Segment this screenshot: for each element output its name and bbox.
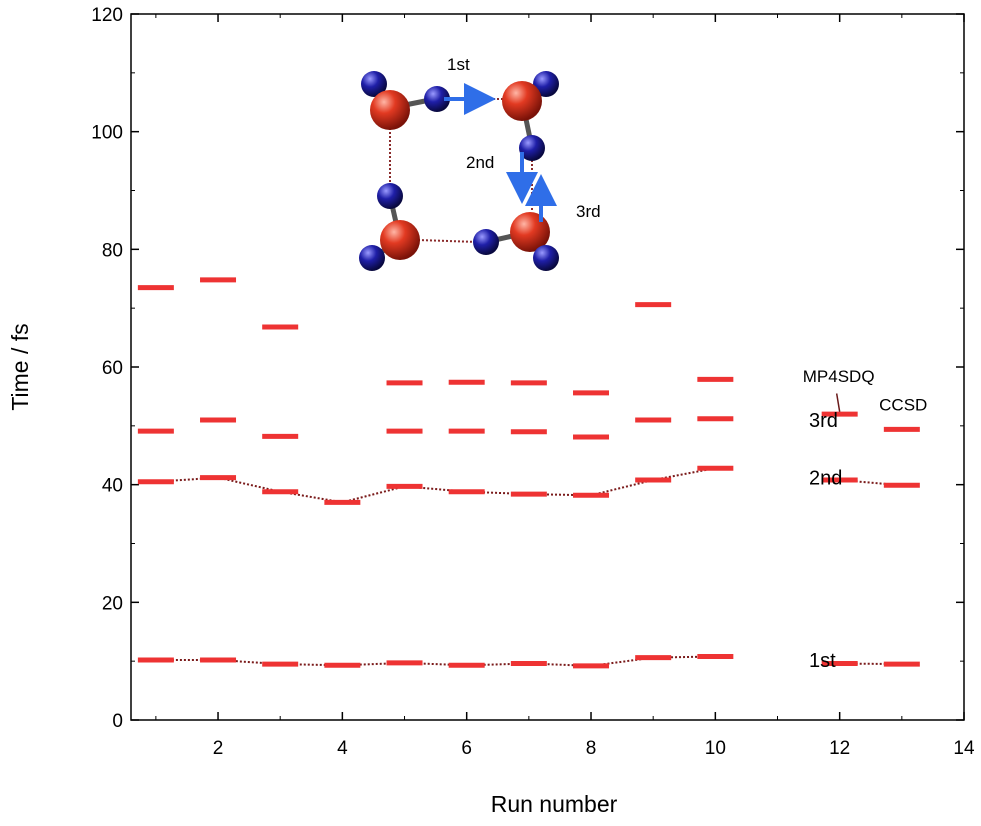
- hydrogen-atom: [359, 245, 385, 271]
- annotation-label: 1st: [809, 650, 836, 672]
- connector-lines: [155, 467, 902, 667]
- hydrogen-atom: [424, 86, 450, 112]
- y-tick-label: 80: [102, 240, 123, 261]
- y-axis-title: Time / fs: [7, 323, 33, 410]
- x-tick-label: 10: [705, 738, 726, 759]
- mp4sdq-leader-line: [835, 393, 841, 412]
- hydrogen-atom: [533, 71, 559, 97]
- x-axis-title: Run number: [491, 791, 618, 817]
- hydrogen-atom: [473, 229, 499, 255]
- inset-label-3rd: 3rd: [576, 202, 601, 221]
- connector-line: [155, 467, 716, 504]
- y-tick-label: 120: [91, 5, 123, 26]
- x-tick-label: 8: [586, 738, 597, 759]
- y-tick-label: 40: [102, 476, 123, 497]
- x-tick-label: 14: [953, 738, 975, 759]
- x-tick-label: 2: [213, 738, 224, 759]
- oxygen-atom: [370, 90, 410, 130]
- axes: 0 20 40 60 80 100 120 2 4 6 8 10 12 14: [91, 5, 975, 759]
- annotation-label: 2nd: [809, 468, 842, 490]
- annotation-label: CCSD: [879, 395, 927, 414]
- hydrogen-atom: [533, 245, 559, 271]
- hydrogen-atom: [361, 71, 387, 97]
- y-tick-label: 20: [102, 593, 123, 614]
- hydrogen-atom: [519, 135, 545, 161]
- oxygen-atom: [502, 81, 542, 121]
- annotation-label: 3rd: [809, 410, 838, 432]
- inset-label-2nd: 2nd: [466, 153, 494, 172]
- x-tick-label: 12: [829, 738, 850, 759]
- hbond-bottom: [417, 239, 479, 243]
- oxygen-atom: [380, 220, 420, 260]
- y-tick-label: 100: [91, 123, 123, 144]
- annotation-label: MP4SDQ: [803, 367, 875, 386]
- inset-water-cluster-diagram: 1st 2nd 3rd: [359, 55, 601, 271]
- x-tick-label: 4: [337, 738, 348, 759]
- y-tick-label: 0: [112, 711, 123, 732]
- inset-label-1st: 1st: [447, 55, 470, 74]
- data-markers: [137, 277, 920, 669]
- y-tick-label: 60: [102, 358, 123, 379]
- x-tick-label: 6: [461, 738, 472, 759]
- hydrogen-atom: [377, 183, 403, 209]
- connector-line: [155, 655, 716, 667]
